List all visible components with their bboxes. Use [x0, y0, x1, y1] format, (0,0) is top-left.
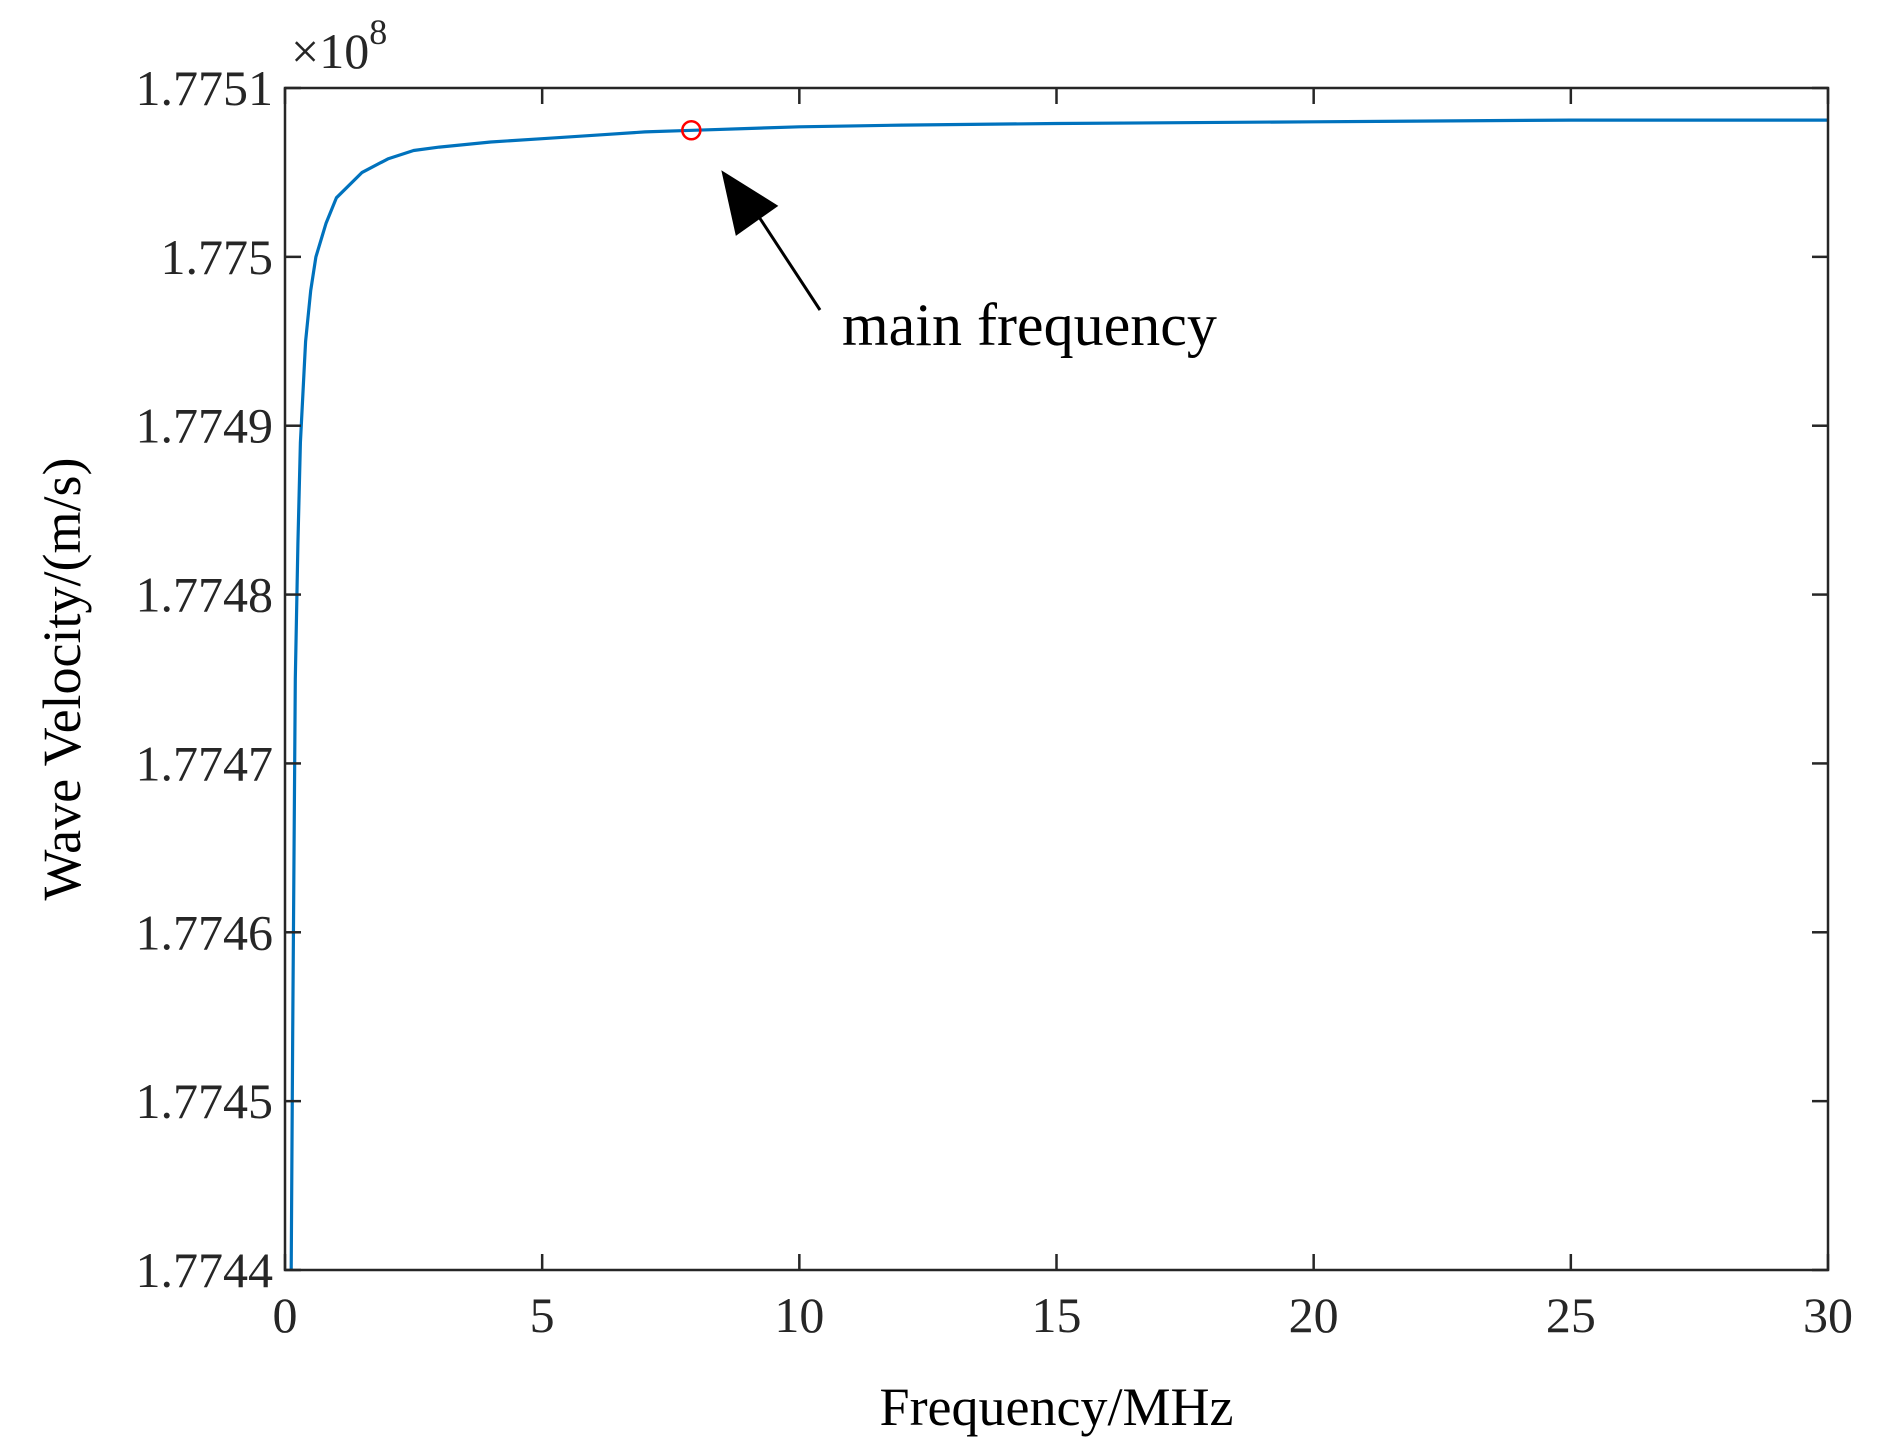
series-line: [289, 118, 1828, 1271]
x-tick-label: 0: [273, 1287, 298, 1343]
x-tick-label: 30: [1803, 1287, 1853, 1343]
y-axis-multiplier: ×108: [291, 12, 387, 79]
y-tick-label: 1.7746: [136, 904, 274, 960]
multiplier-exponent: 8: [369, 12, 387, 52]
y-tick-label: 1.7751: [136, 60, 274, 116]
y-tick-label: 1.7744: [136, 1242, 274, 1298]
multiplier-base: ×10: [291, 23, 369, 79]
y-axis-label: Wave Velocity/(m/s): [32, 457, 92, 900]
plot-layer: 0 5 10 15 20 25 30 1.7744 1.7745 1.7746 1.7747 1.77…: [136, 60, 1854, 1343]
x-tick-label: 20: [1289, 1287, 1339, 1343]
y-tick-label: 1.7745: [136, 1073, 274, 1129]
x-tick-label: 15: [1032, 1287, 1082, 1343]
axes-box: [283, 86, 1830, 1272]
annotation-label: main frequency: [842, 292, 1217, 358]
x-tick-label: 25: [1546, 1287, 1596, 1343]
annotation-arrow-line: [748, 201, 822, 311]
annotation-arrow-head: [721, 170, 779, 236]
x-tick-label: 5: [530, 1287, 555, 1343]
x-tick-label: 10: [774, 1287, 824, 1343]
y-tick-label: 1.7749: [136, 398, 274, 454]
y-tick-label: 1.7747: [136, 735, 274, 791]
y-tick-label: 1.775: [161, 229, 274, 285]
main-frequency-marker: [681, 119, 702, 141]
y-tick-label: 1.7748: [136, 567, 274, 623]
x-axis-label: Frequency/MHz: [880, 1377, 1234, 1437]
